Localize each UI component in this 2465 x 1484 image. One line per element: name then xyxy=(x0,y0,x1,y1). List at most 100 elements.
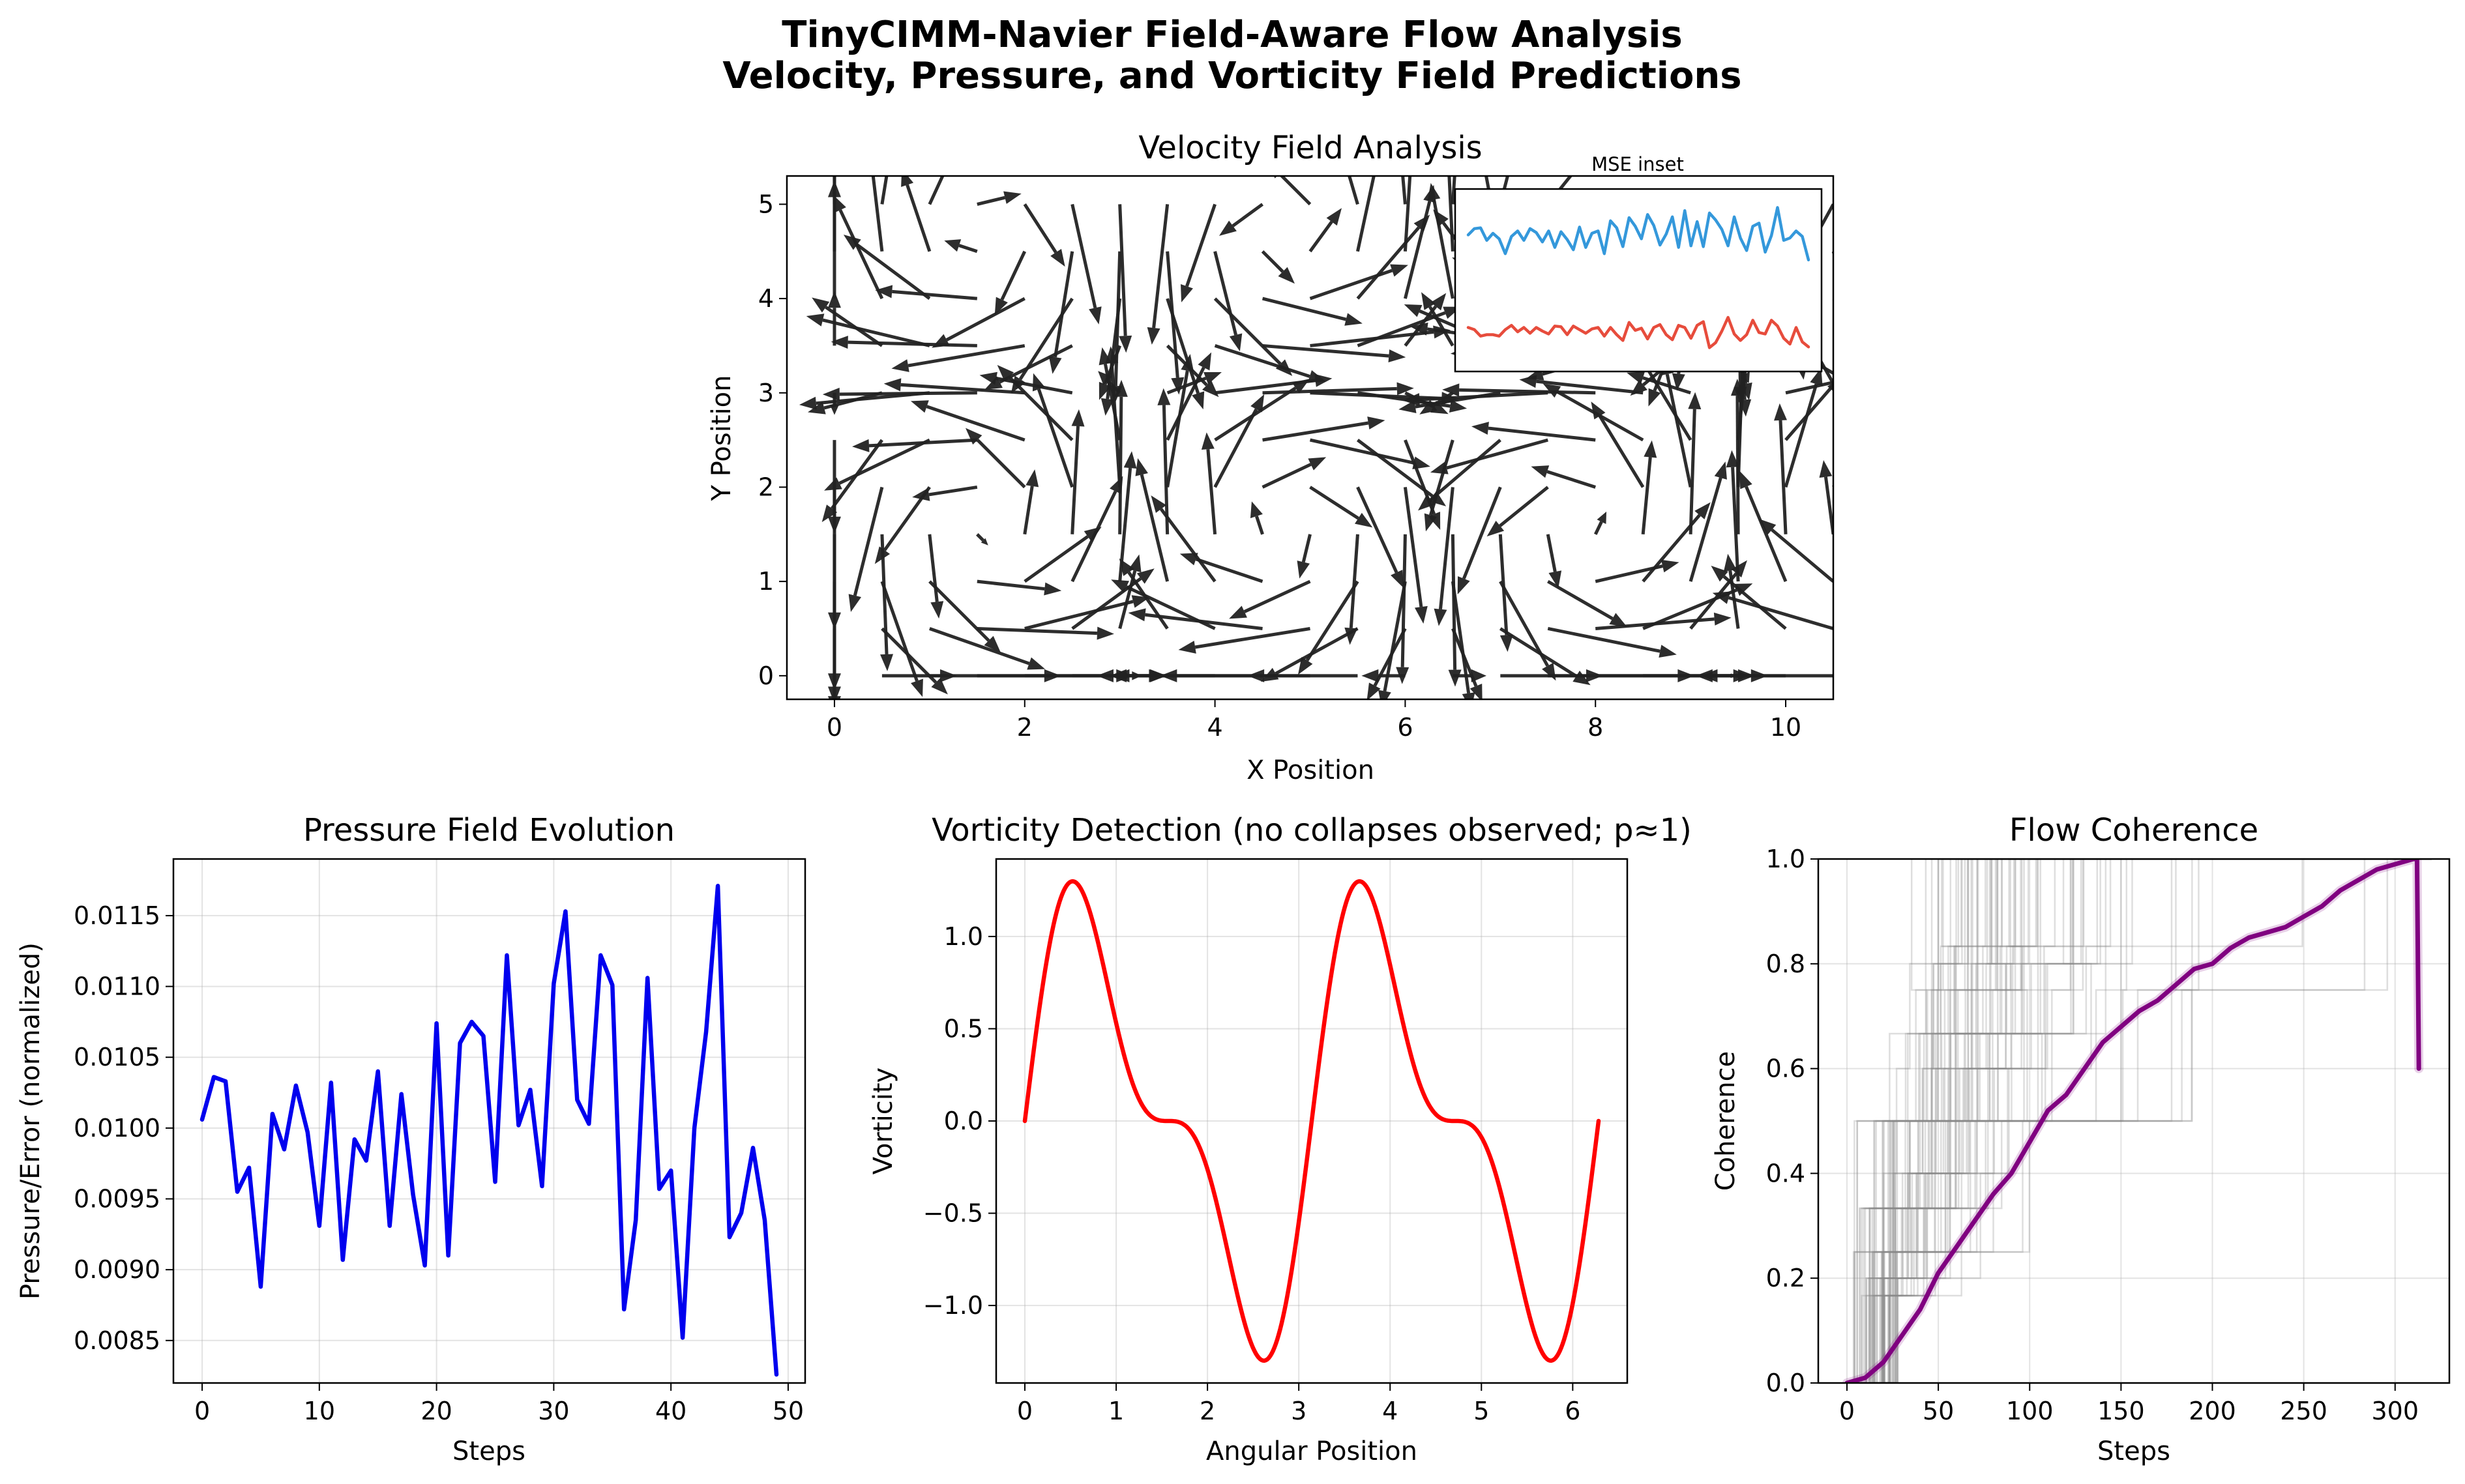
y-tick-label: −1.0 xyxy=(923,1291,983,1320)
velocity-arrow-head xyxy=(1151,495,1166,513)
velocity-arrow-shaft xyxy=(1428,306,1454,347)
y-tick-label: 0.4 xyxy=(1766,1159,1805,1187)
velocity-arrow-head xyxy=(981,538,988,546)
velocity-arrow-head xyxy=(1731,560,1747,578)
coherence-mean-line xyxy=(1844,859,2421,1383)
velocity-arrow-head xyxy=(1430,461,1449,474)
x-tick-label: 10 xyxy=(1770,713,1801,742)
coherence-run-line xyxy=(1847,859,2432,1383)
velocity-arrow-head xyxy=(1355,512,1373,528)
velocity-arrow-head xyxy=(1659,645,1677,658)
x-tick-label: 3 xyxy=(1291,1397,1306,1425)
velocity-arrow-head xyxy=(1044,582,1062,596)
velocity-arrow-shaft xyxy=(1262,463,1312,489)
velocity-arrow-shaft xyxy=(1037,388,1074,488)
velocity-arrow-shaft xyxy=(1262,297,1347,321)
x-tick-label: 50 xyxy=(1923,1397,1954,1425)
coherence-run-line xyxy=(1847,859,2432,1383)
velocity-arrow-head xyxy=(1396,382,1414,396)
velocity-arrow-head xyxy=(1407,104,1420,122)
pressure-series xyxy=(199,884,779,1377)
velocity-arrow-shaft xyxy=(1166,366,1205,441)
velocity-arrow-shaft xyxy=(1498,176,1510,205)
velocity-arrow-shaft xyxy=(1213,297,1282,366)
velocity-arrow-shaft xyxy=(1665,373,1692,487)
x-tick-label: 0 xyxy=(194,1397,210,1425)
velocity-arrow-shaft xyxy=(1728,596,1833,630)
velocity-arrow-shaft xyxy=(1023,486,1034,535)
velocity-arrow-head xyxy=(1307,370,1326,383)
velocity-arrow-shaft xyxy=(1771,528,1833,583)
velocity-arrow-shaft xyxy=(1159,508,1217,583)
y-tick-label: 0.5 xyxy=(944,1014,983,1043)
velocity-arrow-shaft xyxy=(1823,476,1833,535)
velocity-arrow-shaft xyxy=(1023,203,1057,254)
velocity-arrow-head xyxy=(1160,669,1177,682)
velocity-arrow-head xyxy=(1071,409,1085,427)
velocity-arrow-head xyxy=(1424,513,1437,532)
velocity-arrow-shaft xyxy=(1140,474,1170,582)
velocity-arrow-shaft xyxy=(999,344,1073,384)
velocity-arrow-shaft xyxy=(996,377,1073,395)
velocity-ticks: 0 2 4 6 8 10 0 1 2 3 4 5 xyxy=(758,190,1801,742)
velocity-arrow-shaft xyxy=(1070,426,1080,534)
velocity-arrow-head xyxy=(1171,377,1185,395)
velocity-arrow-head xyxy=(1714,461,1727,480)
vorticity-ticks: 0 1 2 3 4 5 6 −1.0 −0.5 0.0 0.5 1.0 xyxy=(923,922,1581,1425)
velocity-xlabel: X Position xyxy=(1247,755,1374,785)
velocity-arrow-shaft xyxy=(1593,521,1603,535)
coherence-run-line xyxy=(1847,859,2432,1383)
velocity-arrow-head xyxy=(1109,385,1123,403)
velocity-arrow-head xyxy=(1326,208,1342,226)
velocity-arrow-shaft xyxy=(1356,226,1421,300)
velocity-arrow-head xyxy=(1574,153,1589,170)
velocity-arrow-head xyxy=(1247,669,1265,682)
vorticity-line xyxy=(1022,879,1601,1363)
velocity-arrow-shaft xyxy=(1832,484,1833,487)
y-tick-label: −0.5 xyxy=(923,1199,983,1228)
velocity-arrow-shaft xyxy=(1547,579,1614,620)
velocity-arrow-head xyxy=(1157,388,1171,405)
velocity-arrow-head xyxy=(1711,565,1728,582)
mse-inset-lines xyxy=(1466,206,1810,349)
velocity-arrow-head xyxy=(944,239,962,252)
velocity-arrow-head xyxy=(1203,371,1222,385)
coherence-run-line xyxy=(1847,859,2432,1383)
velocity-arrow-shaft xyxy=(822,318,930,347)
coherence-run-line xyxy=(1847,859,2432,1383)
velocity-arrow-shaft xyxy=(1152,204,1170,328)
mse-inset-label: MSE inset xyxy=(1591,153,1684,175)
x-tick-label: 2 xyxy=(1017,713,1033,742)
coherence-run-line xyxy=(1847,859,2432,1383)
pressure-title: Pressure Field Evolution xyxy=(303,812,675,849)
velocity-arrow-shaft xyxy=(838,438,930,485)
coherence-frame xyxy=(1817,858,2451,1384)
velocity-arrow-shaft xyxy=(1598,415,1645,488)
figure-title-line1: TinyCIMM-Navier Field-Aware Flow Analysi… xyxy=(782,14,1682,56)
velocity-arrow-shaft xyxy=(1498,534,1509,635)
velocity-arrow-head xyxy=(1003,191,1022,204)
coherence-run-line xyxy=(1847,859,2432,1383)
x-tick-label: 0 xyxy=(1017,1397,1033,1425)
velocity-arrow-head xyxy=(843,234,861,250)
velocity-arrow-shaft xyxy=(1833,402,1928,441)
velocity-arrow-shaft xyxy=(976,439,1026,489)
coherence-run-line xyxy=(1847,859,2432,1383)
velocity-title: Velocity Field Analysis xyxy=(1138,130,1482,166)
velocity-arrow-shaft xyxy=(1383,581,1407,691)
coherence-run-line xyxy=(1847,859,2432,1383)
coherence-panel: Flow Coherence 0 50 100 150 200 250 3000.00.20… xyxy=(1711,812,2451,1466)
velocity-arrow-head xyxy=(1572,670,1591,686)
coherence-run-line xyxy=(1847,859,2432,1383)
velocity-arrow-head xyxy=(1734,583,1753,596)
y-tick-label: 0.0 xyxy=(944,1107,983,1135)
velocity-arrow-shaft xyxy=(1214,344,1310,378)
velocity-arrow-shaft xyxy=(1255,516,1264,535)
velocity-arrow-head xyxy=(1414,605,1428,624)
velocity-arrow-head xyxy=(1430,293,1447,311)
velocity-arrow-shaft xyxy=(1348,176,1359,205)
velocity-arrow-head xyxy=(1591,401,1606,420)
velocity-arrow-shaft xyxy=(1214,386,1297,442)
coherence-run-line xyxy=(1847,859,2432,1383)
